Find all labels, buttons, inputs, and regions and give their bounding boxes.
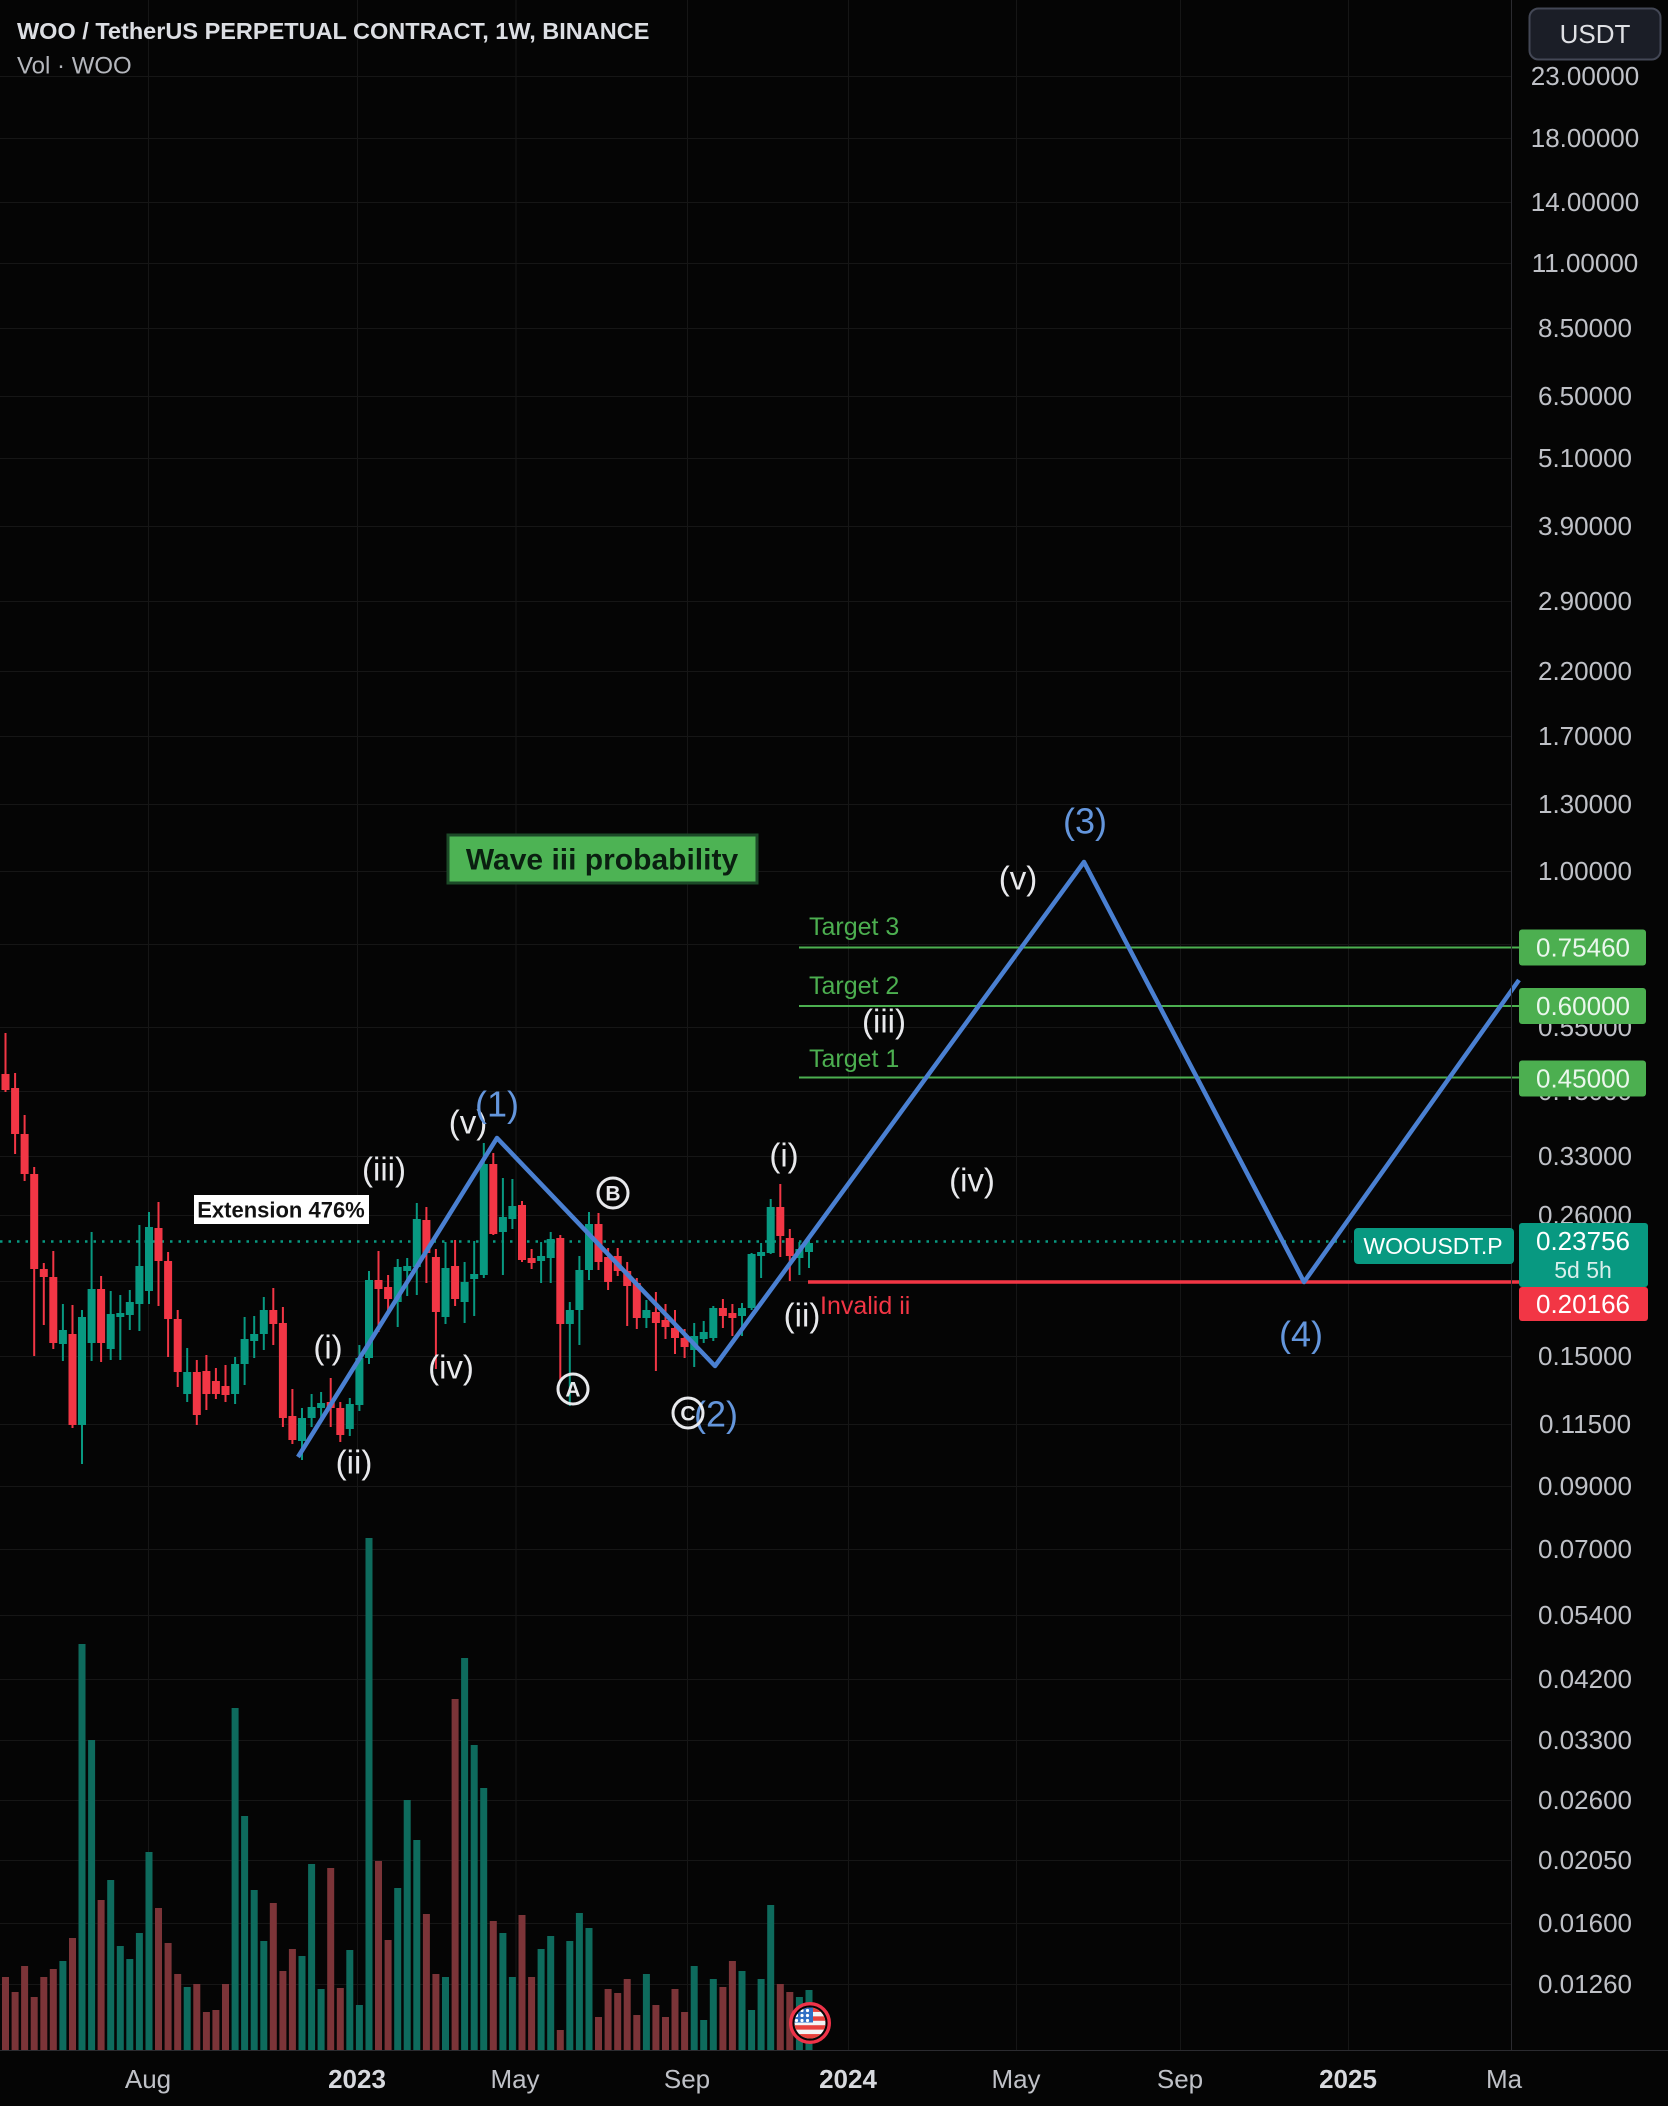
svg-text:3.90000: 3.90000	[1538, 511, 1632, 541]
svg-text:5d 5h: 5d 5h	[1554, 1257, 1612, 1283]
svg-text:18.00000: 18.00000	[1531, 123, 1639, 153]
svg-text:(4): (4)	[1279, 1314, 1323, 1355]
svg-text:(ii): (ii)	[784, 1297, 821, 1334]
svg-text:2023: 2023	[328, 2064, 386, 2094]
svg-text:(iv): (iv)	[949, 1162, 995, 1199]
svg-text:8.50000: 8.50000	[1538, 313, 1632, 343]
svg-text:(1): (1)	[475, 1084, 519, 1125]
svg-text:0.20166: 0.20166	[1536, 1289, 1630, 1319]
svg-text:0.03300: 0.03300	[1538, 1725, 1632, 1755]
svg-text:0.04200: 0.04200	[1538, 1664, 1632, 1694]
svg-text:Wave iii probability: Wave iii probability	[466, 844, 739, 877]
svg-text:Target 1: Target 1	[809, 1045, 899, 1073]
svg-text:0.09000: 0.09000	[1538, 1471, 1632, 1501]
svg-text:WOOUSDT.P: WOOUSDT.P	[1363, 1233, 1502, 1259]
svg-text:Aug: Aug	[125, 2064, 171, 2094]
svg-text:Target 2: Target 2	[809, 972, 899, 1000]
svg-text:14.00000: 14.00000	[1531, 187, 1639, 217]
svg-text:USDT: USDT	[1560, 19, 1631, 49]
svg-text:WOO / TetherUS PERPETUAL CONTR: WOO / TetherUS PERPETUAL CONTRACT, 1W, B…	[17, 18, 649, 44]
svg-text:C: C	[680, 1403, 695, 1426]
svg-text:Vol · WOO: Vol · WOO	[17, 53, 132, 80]
svg-text:0.01260: 0.01260	[1538, 1969, 1632, 1999]
svg-text:0.75460: 0.75460	[1536, 933, 1630, 963]
svg-text:0.15000: 0.15000	[1538, 1341, 1632, 1371]
svg-text:23.00000: 23.00000	[1531, 61, 1639, 91]
svg-text:0.07000: 0.07000	[1538, 1534, 1632, 1564]
svg-text:Invalid ii: Invalid ii	[820, 1292, 910, 1320]
svg-text:(iii): (iii)	[862, 1003, 906, 1040]
svg-text:0.60000: 0.60000	[1536, 991, 1630, 1021]
svg-text:1.70000: 1.70000	[1538, 721, 1632, 751]
svg-text:(3): (3)	[1063, 801, 1107, 842]
svg-text:(ii): (ii)	[336, 1444, 373, 1481]
svg-text:May: May	[991, 2064, 1040, 2094]
svg-text:Target 3: Target 3	[809, 913, 899, 941]
svg-text:Extension 476%: Extension 476%	[197, 1198, 365, 1223]
svg-text:(v): (v)	[999, 860, 1037, 897]
svg-text:0.11500: 0.11500	[1539, 1409, 1631, 1439]
svg-text:1.30000: 1.30000	[1538, 789, 1632, 819]
svg-text:0.45000: 0.45000	[1536, 1064, 1630, 1094]
svg-text:2.20000: 2.20000	[1538, 656, 1632, 686]
svg-text:(iii): (iii)	[362, 1151, 406, 1188]
svg-text:5.10000: 5.10000	[1538, 443, 1632, 473]
svg-text:(v): (v)	[449, 1104, 487, 1141]
svg-text:(i): (i)	[769, 1137, 798, 1174]
svg-text:May: May	[490, 2064, 539, 2094]
svg-text:B: B	[605, 1183, 620, 1206]
svg-text:2025: 2025	[1319, 2064, 1377, 2094]
svg-text:Sep: Sep	[664, 2064, 710, 2094]
svg-text:Ma: Ma	[1486, 2064, 1523, 2094]
svg-text:0.23756: 0.23756	[1536, 1226, 1630, 1256]
svg-text:11.00000: 11.00000	[1532, 248, 1639, 278]
svg-text:A: A	[565, 1379, 580, 1402]
svg-text:0.02600: 0.02600	[1538, 1785, 1632, 1815]
svg-text:0.02050: 0.02050	[1538, 1845, 1632, 1875]
svg-text:1.00000: 1.00000	[1538, 856, 1632, 886]
svg-text:(i): (i)	[313, 1329, 342, 1366]
svg-text:0.33000: 0.33000	[1538, 1141, 1632, 1171]
svg-text:(iv): (iv)	[428, 1349, 474, 1386]
svg-text:6.50000: 6.50000	[1538, 381, 1632, 411]
svg-text:(2): (2)	[694, 1394, 738, 1435]
svg-text:2.90000: 2.90000	[1538, 586, 1632, 616]
svg-text:Sep: Sep	[1157, 2064, 1203, 2094]
svg-text:2024: 2024	[819, 2064, 877, 2094]
svg-text:0.05400: 0.05400	[1538, 1600, 1632, 1630]
svg-text:0.01600: 0.01600	[1538, 1908, 1632, 1938]
